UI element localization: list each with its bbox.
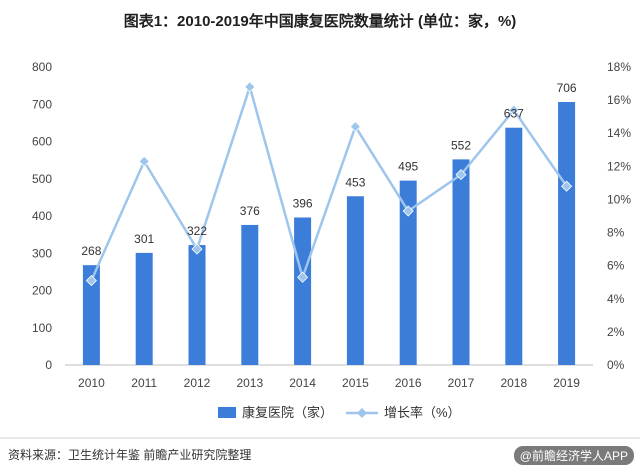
growth-marker bbox=[244, 81, 256, 93]
y-left-tick-label: 800 bbox=[32, 60, 52, 74]
bar-data-label: 301 bbox=[134, 232, 154, 246]
bar bbox=[188, 245, 206, 365]
bar bbox=[241, 224, 259, 365]
bar bbox=[294, 217, 312, 365]
x-tick-label: 2017 bbox=[448, 376, 475, 390]
growth-marker bbox=[297, 271, 309, 283]
x-tick-label: 2015 bbox=[342, 376, 369, 390]
growth-marker bbox=[349, 121, 361, 133]
bar-data-label: 268 bbox=[81, 244, 101, 258]
y-right-tick-label: 14% bbox=[607, 126, 631, 140]
growth-marker bbox=[85, 275, 97, 287]
bar bbox=[82, 265, 100, 365]
growth-marker bbox=[138, 155, 150, 167]
growth-marker bbox=[455, 169, 467, 181]
y-left-tick-label: 0 bbox=[45, 358, 52, 372]
legend-bar-swatch bbox=[218, 407, 236, 418]
x-tick-label: 2018 bbox=[500, 376, 527, 390]
bar-data-label: 396 bbox=[293, 196, 313, 210]
x-tick-label: 2016 bbox=[395, 376, 422, 390]
growth-line bbox=[90, 85, 568, 282]
y-right-tick-label: 8% bbox=[607, 226, 625, 240]
bar-data-label: 552 bbox=[451, 138, 471, 152]
legend-bar-label: 康复医院（家） bbox=[242, 405, 333, 420]
y-left-tick-label: 400 bbox=[32, 209, 52, 223]
y-right-tick-label: 6% bbox=[607, 259, 625, 273]
bar-data-label: 322 bbox=[187, 224, 207, 238]
growth-marker bbox=[402, 205, 414, 217]
y-left-tick-label: 100 bbox=[32, 321, 52, 335]
y-left-tick-label: 500 bbox=[32, 172, 52, 186]
y-right-tick-label: 0% bbox=[607, 358, 625, 372]
y-right-tick-label: 18% bbox=[607, 60, 631, 74]
y-right-tick-label: 12% bbox=[607, 159, 631, 173]
y-left-tick-label: 600 bbox=[32, 135, 52, 149]
x-tick-label: 2019 bbox=[553, 376, 580, 390]
bar bbox=[452, 159, 470, 365]
x-tick-label: 2013 bbox=[236, 376, 263, 390]
chart-title: 图表1：2010-2019年中国康复医院数量统计 (单位：家，%) bbox=[123, 13, 517, 30]
bar bbox=[399, 180, 417, 365]
bar-data-label: 495 bbox=[398, 160, 418, 174]
y-right-tick-label: 10% bbox=[607, 192, 631, 206]
y-left-tick-label: 700 bbox=[32, 97, 52, 111]
y-right-tick-label: 16% bbox=[607, 93, 631, 107]
source-note: 资料来源：卫生统计年鉴 前瞻产业研究院整理 bbox=[8, 448, 252, 462]
bar-data-label: 453 bbox=[345, 175, 365, 189]
bar-data-label: 706 bbox=[557, 81, 577, 95]
bar bbox=[505, 127, 523, 365]
bar-data-label: 637 bbox=[504, 107, 524, 121]
bar bbox=[346, 196, 364, 365]
bar-data-label: 376 bbox=[240, 204, 260, 218]
x-tick-label: 2011 bbox=[131, 376, 157, 390]
bar bbox=[135, 252, 153, 365]
y-left-tick-label: 200 bbox=[32, 284, 52, 298]
x-tick-label: 2014 bbox=[289, 376, 316, 390]
growth-marker bbox=[561, 180, 573, 192]
legend-line-label: 增长率（%） bbox=[384, 405, 461, 420]
x-tick-label: 2010 bbox=[78, 376, 105, 390]
growth-marker bbox=[508, 104, 520, 116]
watermark-badge: @前瞻经济学人APP bbox=[513, 446, 634, 465]
y-left-tick-label: 300 bbox=[32, 246, 52, 260]
y-right-tick-label: 2% bbox=[607, 325, 625, 339]
y-right-tick-label: 4% bbox=[607, 292, 625, 306]
legend-line-marker bbox=[357, 408, 367, 418]
growth-marker bbox=[191, 243, 203, 255]
bar bbox=[558, 102, 576, 365]
x-tick-label: 2012 bbox=[184, 376, 211, 390]
